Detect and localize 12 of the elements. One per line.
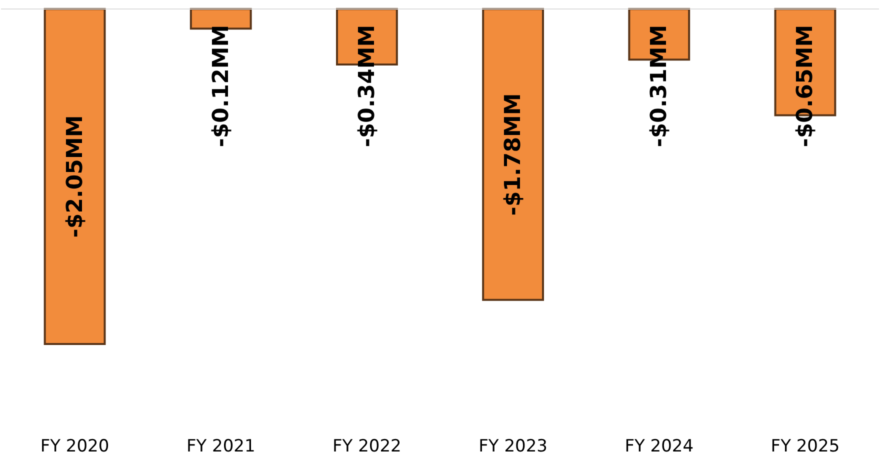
x-tick-label: FY 2023 — [478, 436, 548, 456]
x-tick-label: FY 2025 — [770, 436, 840, 456]
x-tick-label: FY 2024 — [624, 436, 694, 456]
x-tick-label: FY 2021 — [186, 436, 256, 456]
x-tick-label: FY 2020 — [40, 436, 110, 456]
data-label: -$0.12MM — [208, 24, 234, 148]
data-label: -$0.34MM — [354, 24, 380, 148]
x-tick-label: FY 2022 — [332, 436, 402, 456]
data-label: -$1.78MM — [501, 93, 526, 216]
data-label: -$0.65MM — [793, 24, 818, 148]
data-label: -$0.31MM — [647, 24, 672, 148]
data-label: -$2.05MM — [62, 115, 88, 238]
